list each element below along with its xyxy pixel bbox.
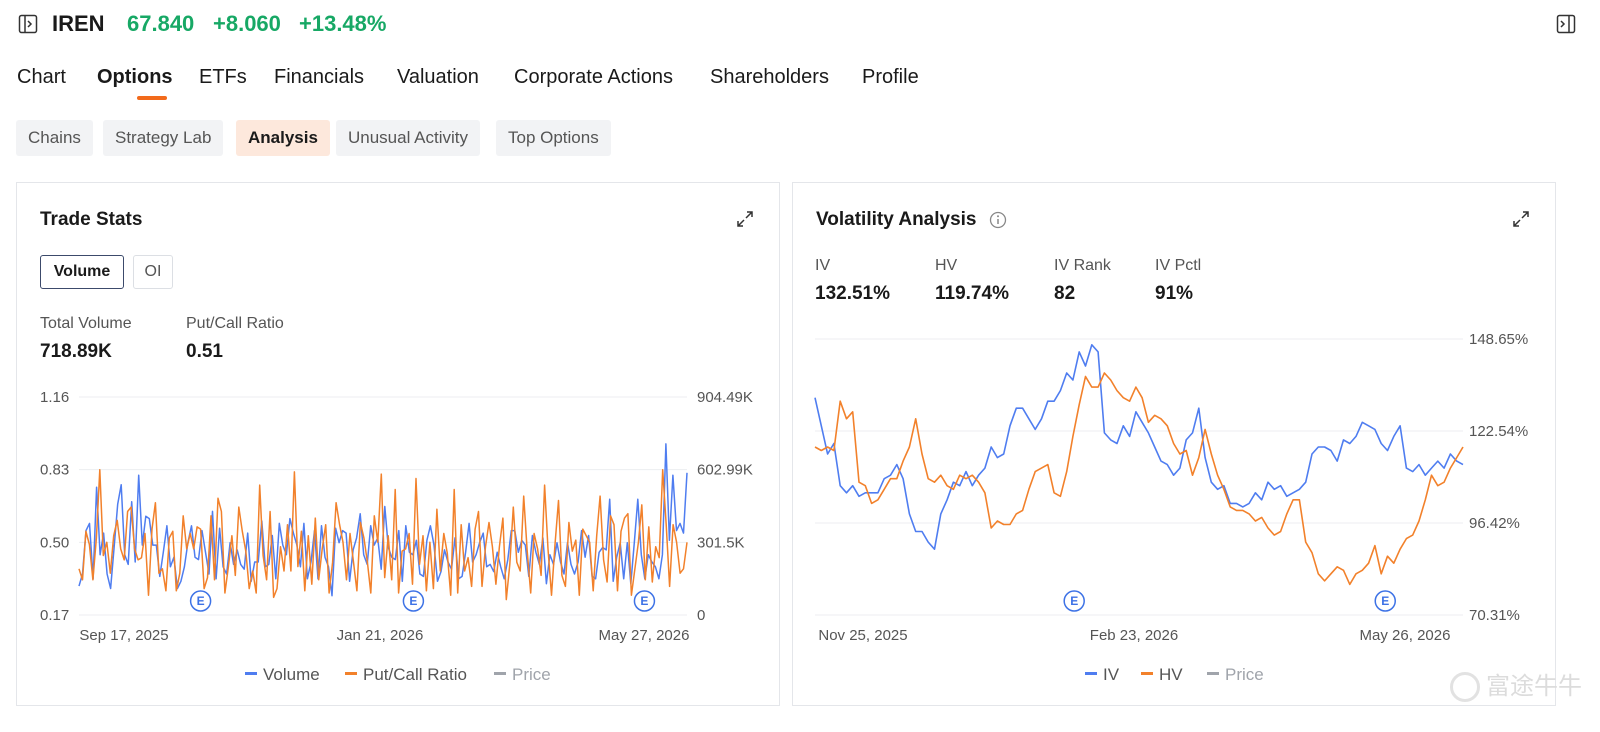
y-right-tick-label: 602.99K — [697, 462, 753, 479]
volatility-chart[interactable]: 148.65% 122.54% 96.42% 70.31% Nov 25, 2025 Fe… — [793, 325, 1555, 645]
y-tick-label: 96.42% — [1469, 515, 1520, 532]
earnings-marker-label: E — [1070, 594, 1078, 608]
legend-price-label: Price — [512, 665, 551, 684]
legend-price[interactable]: Price — [494, 665, 551, 685]
earnings-marker — [1374, 590, 1396, 612]
put-call-ratio-value: 0.51 — [186, 341, 223, 362]
iv-rank-label: IV Rank — [1054, 257, 1111, 274]
x-tick-label: Nov 25, 2025 — [818, 627, 907, 644]
x-tick-label: Jan 21, 2026 — [337, 627, 424, 644]
tab-valuation[interactable]: Valuation — [397, 66, 479, 88]
earnings-marker-label: E — [1381, 594, 1389, 608]
y-right-tick-label: 0 — [697, 607, 705, 624]
volume-toggle[interactable]: Volume — [40, 255, 124, 289]
earnings-marker — [1063, 590, 1085, 612]
oi-toggle[interactable]: OI — [133, 255, 173, 289]
x-tick-label: May 26, 2026 — [1360, 627, 1451, 644]
y-tick-label: 70.31% — [1469, 607, 1520, 624]
collapse-sidebar-icon[interactable] — [18, 14, 38, 34]
legend-hv[interactable]: HV — [1141, 665, 1183, 685]
x-tick-label: Feb 23, 2026 — [1090, 627, 1178, 644]
fullscreen-icon[interactable] — [735, 209, 755, 229]
legend-volume-label: Volume — [263, 665, 320, 684]
tab-shareholders[interactable]: Shareholders — [710, 66, 829, 88]
subtab-strategy-lab[interactable]: Strategy Lab — [103, 120, 224, 156]
x-tick-label: May 27, 2026 — [599, 627, 690, 644]
put-call-ratio-series-line — [78, 468, 688, 601]
y-right-tick-label: 904.49K — [697, 389, 753, 406]
subtab-unusual-activity[interactable]: Unusual Activity — [336, 120, 480, 156]
earnings-marker — [633, 590, 656, 612]
total-volume-value: 718.89K — [40, 341, 112, 362]
legend-swatch-orange — [345, 672, 357, 676]
legend-price[interactable]: Price — [1207, 665, 1264, 685]
legend-hv-label: HV — [1159, 665, 1183, 684]
legend-put-call-label: Put/Call Ratio — [363, 665, 467, 684]
tab-profile[interactable]: Profile — [862, 66, 919, 88]
legend-swatch-grey — [494, 672, 506, 676]
legend-volume[interactable]: Volume — [245, 665, 320, 685]
expand-panel-icon[interactable] — [1556, 14, 1576, 34]
legend-swatch-grey — [1207, 672, 1219, 676]
futu-watermark: 富途牛牛 — [1450, 666, 1582, 702]
price-change: +8.060 — [213, 11, 281, 36]
y-left-tick-label: 0.50 — [40, 534, 69, 551]
trade-stats-panel: Trade Stats Volume OI Total Volume 718.8… — [16, 182, 780, 706]
tab-options[interactable]: Options — [97, 66, 173, 88]
iv-pctl-label: IV Pctl — [1155, 257, 1202, 274]
tab-corporate-actions[interactable]: Corporate Actions — [514, 66, 673, 88]
trade-stats-chart[interactable]: 1.16 904.49K 0.83 602.99K 0.50 301.5K 0.17 0 Sep… — [17, 383, 779, 653]
y-left-tick-label: 1.16 — [40, 389, 69, 406]
y-tick-label: 122.54% — [1469, 423, 1528, 440]
tab-financials[interactable]: Financials — [274, 66, 365, 88]
x-tick-label: Sep 17, 2025 — [79, 627, 168, 644]
y-right-tick-label: 301.5K — [697, 534, 745, 551]
tab-chart[interactable]: Chart — [17, 66, 66, 88]
active-tab-indicator — [137, 96, 167, 100]
earnings-marker-label: E — [409, 594, 417, 608]
hv-series-line — [814, 372, 1464, 586]
total-volume-label: Total Volume — [40, 315, 132, 332]
legend-iv-label: IV — [1103, 665, 1120, 684]
hv-label: HV — [935, 257, 958, 274]
subtab-chains[interactable]: Chains — [16, 120, 93, 156]
trade-stats-title: Trade Stats — [40, 209, 143, 230]
subtab-top-options[interactable]: Top Options — [496, 120, 611, 156]
tab-etfs[interactable]: ETFs — [199, 66, 247, 88]
legend-swatch-blue — [245, 672, 257, 676]
fullscreen-icon[interactable] — [1511, 209, 1531, 229]
iv-rank-value: 82 — [1054, 283, 1076, 304]
put-call-ratio-label: Put/Call Ratio — [186, 315, 284, 332]
iv-value: 132.51% — [815, 283, 891, 304]
iv-pctl-value: 91% — [1155, 283, 1194, 304]
earnings-marker — [402, 590, 425, 612]
quote-header: IREN 67.840 +8.060 +13.48% — [0, 0, 1600, 48]
volatility-panel: Volatility Analysis IV 132.51% HV 119.74… — [792, 182, 1556, 706]
y-tick-label: 148.65% — [1469, 331, 1528, 348]
y-left-tick-label: 0.17 — [40, 607, 69, 624]
legend-swatch-blue — [1085, 672, 1097, 676]
volatility-title: Volatility Analysis — [816, 209, 977, 230]
earnings-marker-label: E — [197, 594, 205, 608]
legend-put-call-ratio[interactable]: Put/Call Ratio — [345, 665, 467, 685]
iv-label: IV — [815, 257, 831, 274]
iv-series-line — [814, 344, 1464, 550]
price-change-percent: +13.48% — [299, 11, 387, 36]
futu-logo-icon — [1450, 672, 1480, 702]
earnings-marker — [189, 590, 212, 612]
ticker-symbol: IREN — [52, 11, 105, 36]
legend-swatch-orange — [1141, 672, 1153, 676]
legend-iv[interactable]: IV — [1085, 665, 1119, 685]
hv-value: 119.74% — [935, 283, 1009, 304]
watermark-text: 富途牛牛 — [1486, 672, 1582, 700]
legend-price-label: Price — [1225, 665, 1264, 684]
last-price: 67.840 — [127, 11, 195, 36]
info-icon[interactable] — [989, 211, 1007, 229]
earnings-marker-label: E — [640, 594, 648, 608]
subtab-analysis[interactable]: Analysis — [236, 120, 330, 156]
y-left-tick-label: 0.83 — [40, 462, 69, 479]
